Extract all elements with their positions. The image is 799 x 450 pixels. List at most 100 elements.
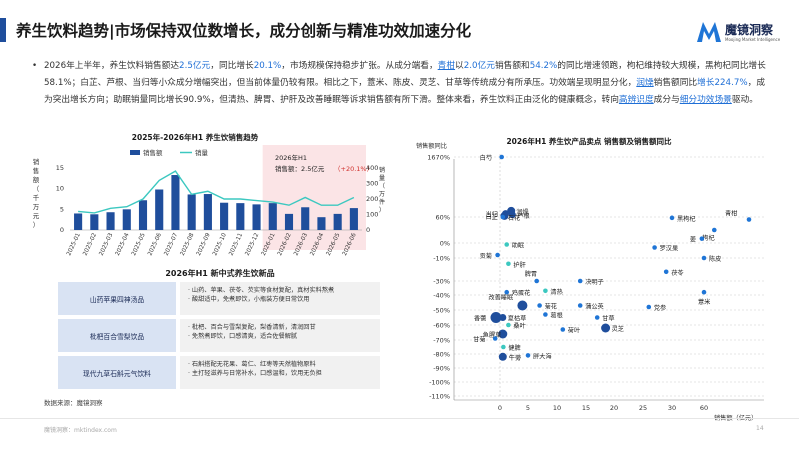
sales-bar: [317, 217, 326, 230]
point-label: 灵芝: [612, 325, 624, 333]
x-tick-label: 2025-12: [245, 232, 261, 257]
sales-bar: [171, 175, 180, 230]
scatter-point: [525, 353, 531, 358]
point-label: 蒲公英: [585, 303, 604, 311]
point-label: 脾胃: [525, 270, 537, 278]
highlight-text: 润燥: [636, 78, 654, 88]
summary-paragraph: • 2026年上半年，养生饮料销售额达2.5亿元，同比增长20.1%，市场规模保…: [32, 58, 772, 109]
point-label: 当归: [486, 211, 498, 219]
point-label: 薏米: [698, 298, 710, 306]
sales-bar: [333, 213, 342, 230]
text-run: 成分与: [653, 95, 680, 105]
highlight-text: 增长224.7%: [697, 78, 748, 88]
y-tick-label: -60%: [433, 322, 450, 330]
y-tick-label: 0: [60, 226, 64, 234]
sales-bar: [90, 214, 99, 230]
scatter-point: [746, 217, 752, 222]
legend-sales-swatch: [130, 150, 140, 155]
scatter-point: [701, 255, 707, 261]
x-tick-label: 2025-06: [147, 232, 163, 257]
logo-m-icon: [697, 22, 721, 42]
y-tick-label: -40%: [433, 292, 450, 300]
highlight-text: 高辨识度: [618, 95, 654, 105]
scatter-point: [560, 327, 566, 332]
y-axis-label-char: 销: [33, 157, 40, 166]
point-label: 牛蒡: [509, 354, 521, 362]
scatter-point: [537, 303, 542, 308]
sales-bar: [74, 213, 83, 230]
point-label: 党参: [654, 304, 666, 312]
y-tick-label: -30%: [433, 278, 450, 286]
x-tick-label: 2025-08: [180, 232, 196, 257]
text-run: 销售额同比: [653, 78, 698, 88]
y2-tick-label: 0: [366, 226, 370, 234]
x-tick-label: 2025-05: [131, 232, 147, 257]
scatter-point: [504, 289, 510, 295]
y-axis-label-char: 额: [33, 175, 40, 184]
y-tick-label: 60%: [436, 214, 450, 222]
scatter-point: [499, 154, 504, 160]
chart-title: 2026年H1 养生饮产品卖点 销售额及销售额同比: [506, 136, 672, 146]
scatter-point: [508, 211, 516, 219]
product-feature: · 山药、苹果、茯苓、芡实等食材复配，真材实料熬煮: [188, 287, 335, 294]
product-feature: · 主打轻滋养与日常补水，口感温和，饮用无负担: [188, 370, 322, 377]
point-label: 枸杞: [702, 234, 714, 242]
y-axis-label-char: 元: [33, 212, 40, 220]
y-tick-label: -110%: [429, 393, 450, 401]
scatter-point: [669, 215, 675, 221]
y-axis-label-char: 售: [33, 166, 40, 175]
text-run: 2026年上半年，养生饮料销售额达: [44, 61, 180, 71]
y2-axis-label-char: 销: [379, 166, 385, 174]
x-tick-label: 2025-03: [99, 232, 115, 257]
product-name: 枇杷百合雪梨饮品: [58, 319, 176, 352]
y-tick-label: -90%: [433, 365, 450, 373]
y-tick-label: -100%: [429, 379, 450, 387]
summary-text: 2026年上半年，养生饮料销售额达2.5亿元，同比增长20.1%，市场规模保持稳…: [44, 61, 766, 105]
point-label: 健脾: [508, 344, 520, 352]
text-run: 驱动。: [731, 95, 758, 105]
sales-bar: [301, 207, 310, 230]
scatter-point: [499, 314, 507, 321]
volume-line: [78, 170, 355, 214]
text-run: 销售额和: [494, 61, 530, 71]
point-label: 白芷: [485, 213, 497, 221]
scatter-point: [577, 278, 583, 284]
x-tick-label: 2025-11: [228, 232, 244, 257]
y-tick-label: 10: [56, 185, 64, 193]
x-tick-label: 0: [498, 404, 502, 412]
scatter-point: [495, 252, 500, 258]
highlight-region: [262, 145, 366, 250]
scatter-point: [663, 269, 669, 275]
sales-bar: [268, 203, 277, 230]
logo-subtitle: Moojing Market Intelligence: [725, 37, 781, 42]
point-label: 鱼腥草: [483, 331, 502, 339]
sales-bar: [122, 209, 131, 230]
y2-axis-label-char: 万: [379, 191, 385, 198]
x-tick-label: 30: [668, 404, 676, 412]
point-label: 润燥: [516, 208, 529, 216]
y2-axis-label-char: （: [379, 183, 385, 190]
sales-bar: [106, 212, 115, 230]
text-run: ，同比增长: [210, 61, 254, 71]
point-label: 贡菊: [480, 252, 492, 260]
data-source: 数据来源：魔镜洞察: [44, 399, 103, 407]
logo-name: 魔镜洞察: [725, 23, 774, 37]
product-feature: · 枇杷、百合与雪梨复配，梨香清新，清润回甘: [188, 324, 316, 331]
scatter-point: [498, 329, 508, 339]
footer-divider: [0, 418, 799, 419]
point-label: 甘草: [602, 315, 614, 323]
sales-bar: [187, 194, 196, 230]
y-axis-label-char: 万: [33, 203, 40, 211]
point-label: 青柑: [725, 210, 737, 218]
x-tick-label: 25: [639, 404, 647, 412]
sales-bar: [349, 208, 358, 230]
x-tick-label: 2025-10: [212, 232, 228, 257]
sales-bar: [155, 189, 164, 230]
x-tick-label: 10: [553, 404, 561, 412]
point-label: 石花: [508, 214, 520, 222]
sales-bar: [220, 202, 229, 230]
text-run: ，市场规模保持稳步扩张。从成分端看，: [281, 61, 438, 71]
highlight-text: 2.0亿元: [463, 61, 495, 71]
